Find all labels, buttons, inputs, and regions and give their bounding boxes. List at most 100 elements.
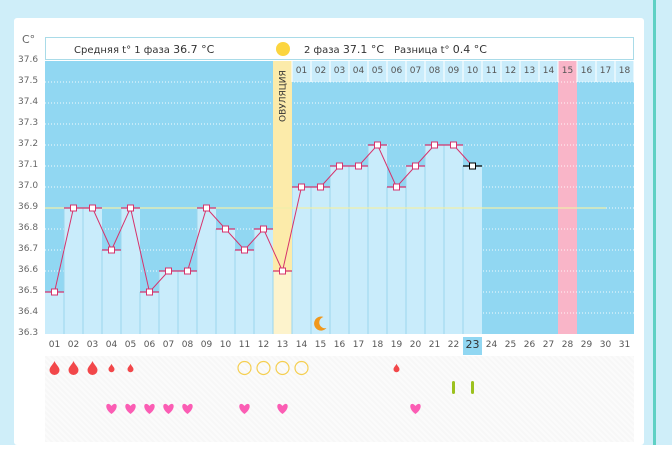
x-tick-label: 11 — [238, 340, 251, 350]
temperature-bar — [140, 292, 159, 334]
temperature-bar — [349, 166, 368, 334]
temperature-point — [355, 162, 362, 170]
x-tick-label: 22 — [447, 340, 460, 350]
x-tick-label: 27 — [542, 340, 555, 350]
phase2-day-label: 05 — [371, 66, 384, 76]
fertile-circle-icon — [275, 360, 290, 376]
right-border — [653, 0, 656, 445]
temperature-point — [260, 225, 267, 233]
temperature-bar — [330, 166, 349, 334]
y-tick-label: 36.8 — [18, 223, 39, 233]
x-tick-label: 13 — [276, 340, 289, 350]
x-tick-label: 25 — [504, 340, 517, 350]
x-tick-label: 16 — [333, 340, 346, 350]
temperature-bar — [292, 187, 311, 334]
x-tick-label: 30 — [599, 340, 612, 350]
ovulation-column — [273, 61, 292, 271]
temperature-point — [450, 141, 457, 149]
phase2-day-label: 17 — [599, 66, 612, 76]
heart-icon — [163, 403, 174, 414]
x-tick-label: 06 — [143, 340, 156, 350]
x-tick-label: 07 — [162, 340, 175, 350]
temperature-point — [51, 288, 58, 296]
blood-drop-icon — [68, 361, 79, 375]
x-tick-label: 28 — [561, 340, 574, 350]
blood-drop-icon — [87, 361, 98, 375]
y-tick-label: 37.5 — [18, 76, 39, 86]
temperature-bar — [387, 187, 406, 334]
temperature-bar — [444, 145, 463, 334]
x-tick-label: 12 — [257, 340, 270, 350]
y-tick-label: 37.4 — [18, 97, 39, 107]
diff-label: Разница t° — [394, 45, 450, 56]
phase2-summary: 2 фаза 37.1 °C — [304, 43, 384, 56]
phase1-value: 36.7 °C — [173, 43, 215, 56]
y-tick-label: 36.4 — [18, 307, 39, 317]
blood-drop-small-icon — [393, 363, 400, 373]
heart-icon — [144, 403, 155, 414]
x-tick-label: 26 — [523, 340, 536, 350]
phase2-day-label: 01 — [295, 66, 308, 76]
temperature-bar — [311, 187, 330, 334]
phase2-day-label: 04 — [352, 66, 365, 76]
x-tick-label: 09 — [200, 340, 213, 350]
temperature-bar — [216, 229, 235, 334]
phase2-day-label: 18 — [618, 66, 631, 76]
x-tick-label: 15 — [314, 340, 327, 350]
heart-icon — [277, 403, 288, 414]
temperature-bar — [102, 250, 121, 334]
heart-icon — [182, 403, 193, 414]
y-tick-label: 37.2 — [18, 139, 39, 149]
phase2-day-label: 15 — [561, 66, 574, 76]
temperature-point — [184, 267, 191, 275]
temperature-point — [412, 162, 419, 170]
temperature-bar — [83, 208, 102, 334]
temperature-point — [146, 288, 153, 296]
x-tick-label: 18 — [371, 340, 384, 350]
temperature-bar — [254, 229, 273, 334]
temperature-point — [279, 267, 286, 275]
x-tick-label: 29 — [580, 340, 593, 350]
phase2-day-label: 03 — [333, 66, 346, 76]
y-tick-label: 37.6 — [18, 55, 39, 65]
temperature-bar — [121, 208, 140, 334]
y-tick-label: 36.3 — [18, 328, 39, 338]
summary-header: Средняя t° 1 фаза 36.7 °C 2 фаза 37.1 °C… — [45, 37, 634, 60]
temperature-bar — [406, 166, 425, 334]
y-tick-label: 37.3 — [18, 118, 39, 128]
phase2-day-label: 14 — [542, 66, 555, 76]
temperature-point — [127, 204, 134, 212]
temperature-point — [241, 246, 248, 254]
x-tick-label: 05 — [124, 340, 137, 350]
x-tick-label: 10 — [219, 340, 232, 350]
diff-value: 0.4 °C — [452, 43, 487, 56]
phase2-label: 2 фаза — [304, 45, 340, 56]
x-tick-label: 24 — [485, 340, 498, 350]
ovulation-label: ОВУЛЯЦИЯ — [279, 70, 289, 122]
phase2-day-label: 12 — [504, 66, 517, 76]
x-tick-label: 19 — [390, 340, 403, 350]
x-tick-label: 17 — [352, 340, 365, 350]
fertile-circle-icon — [294, 360, 309, 376]
phase1-summary: Средняя t° 1 фаза 36.7 °C — [74, 43, 214, 56]
temperature-point — [222, 225, 229, 233]
temperature-point — [374, 141, 381, 149]
temperature-bar — [197, 208, 216, 334]
phase2-day-label: 07 — [409, 66, 422, 76]
fertile-circle-icon — [237, 360, 252, 376]
test-strip-icon — [471, 381, 474, 394]
y-tick-label: 37.1 — [18, 160, 39, 170]
phase2-day-label: 02 — [314, 66, 327, 76]
temperature-bar — [368, 145, 387, 334]
current-day-marker — [463, 337, 482, 355]
x-tick-label: 02 — [67, 340, 80, 350]
y-axis-unit: C° — [22, 33, 36, 46]
heart-icon — [410, 403, 421, 414]
phase2-day-label: 16 — [580, 66, 593, 76]
markers-area — [45, 356, 634, 442]
y-tick-label: 36.7 — [18, 244, 39, 254]
temperature-point — [70, 204, 77, 212]
temperature-point — [203, 204, 210, 212]
y-tick-label: 37.0 — [18, 181, 39, 191]
